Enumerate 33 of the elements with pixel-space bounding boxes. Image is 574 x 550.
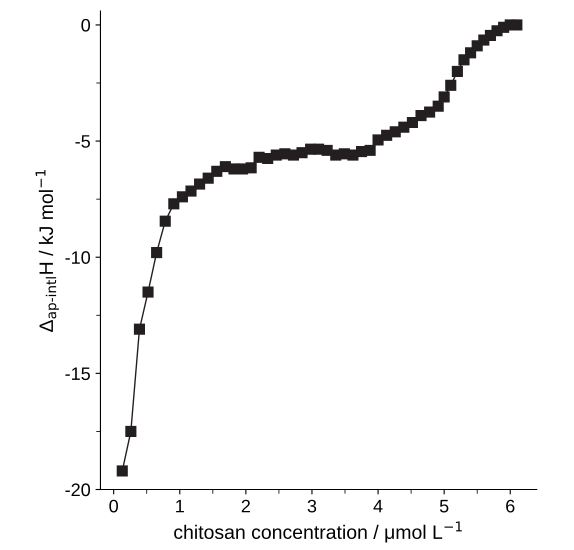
point	[452, 66, 463, 77]
x-tick-label: 2	[242, 500, 250, 512]
point	[151, 247, 162, 258]
y-tick-label: 0	[81, 18, 90, 32]
x-tick-label: 1	[176, 500, 184, 512]
point	[390, 126, 401, 138]
point	[168, 198, 180, 210]
point	[246, 162, 257, 174]
point	[445, 80, 456, 91]
y-tick-label: -5	[75, 135, 90, 148]
point	[364, 144, 376, 156]
point	[185, 185, 197, 197]
point	[211, 166, 222, 177]
x-tick-label: 3	[308, 500, 316, 512]
x-tick-label: 5	[440, 500, 448, 512]
y-tick-label: -10	[65, 251, 90, 264]
y-axis-title: Δ$_{ap-intl}$H / kJ mol$^{−1}$	[36, 170, 59, 332]
x-tick-label: 4	[373, 500, 383, 512]
point	[438, 91, 450, 102]
y-tick-label: -15	[65, 367, 90, 380]
point	[432, 100, 444, 112]
point	[134, 324, 146, 335]
x-tick-label: 0	[109, 500, 118, 512]
point	[142, 286, 154, 298]
x-tick-label: 6	[506, 500, 514, 512]
point	[116, 465, 128, 476]
point	[160, 216, 171, 227]
y-tick-label: -20	[65, 483, 90, 496]
point	[125, 426, 136, 437]
point	[202, 172, 214, 184]
x-axis-title: chitosan concentration / μmol L$^{−1}$	[174, 521, 462, 543]
point	[511, 19, 522, 30]
point	[406, 116, 418, 128]
